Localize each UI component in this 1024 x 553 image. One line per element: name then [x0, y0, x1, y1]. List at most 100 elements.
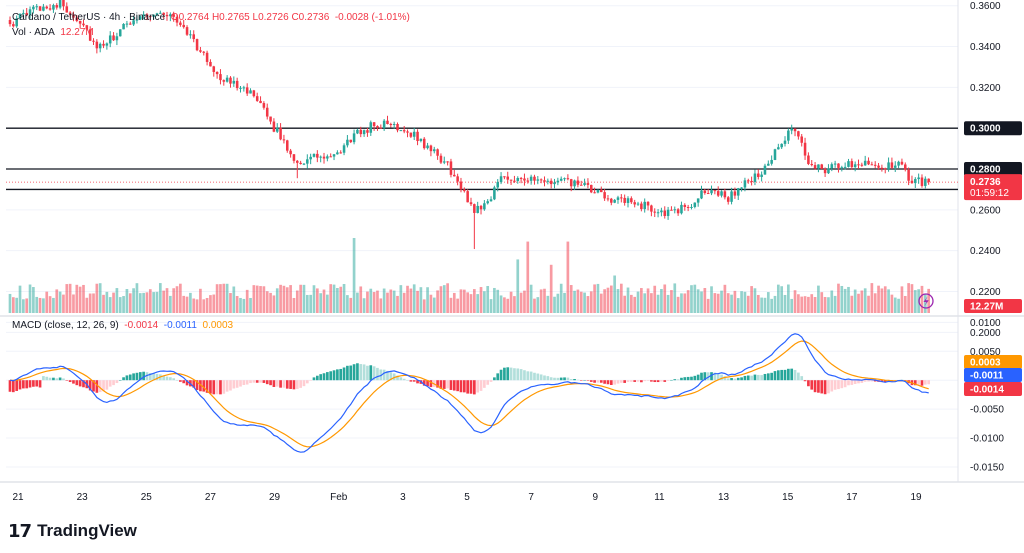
macd-histogram-bar: [225, 380, 229, 392]
time-tick-label: 29: [269, 492, 281, 503]
volume-bar: [382, 288, 386, 313]
macd-histogram-bar: [646, 380, 650, 381]
candle-body: [600, 189, 603, 193]
volume-bar: [843, 288, 847, 313]
candle-body: [593, 192, 596, 194]
volume-bar: [75, 284, 79, 313]
volume-bar: [533, 298, 536, 313]
candle-body: [486, 201, 489, 204]
macd-tick-label: 0.0100: [970, 318, 1001, 329]
macd-histogram-bar: [700, 372, 703, 381]
macd-histogram-bar: [653, 380, 657, 383]
candle-body: [880, 167, 884, 169]
volume-bar: [48, 296, 52, 313]
macd-label[interactable]: MACD (close, 12, 26, 9): [12, 320, 119, 331]
macd-histogram-bar: [392, 373, 396, 381]
macd-histogram-bar: [716, 374, 720, 381]
candle-body: [493, 187, 496, 200]
candle-body: [670, 209, 673, 211]
candle-body: [92, 40, 95, 42]
candle-body: [870, 164, 874, 166]
volume-bar: [376, 290, 379, 313]
macd-histogram-bar: [312, 377, 316, 381]
candle-body: [319, 156, 322, 158]
candle-body: [275, 127, 279, 132]
macd-histogram-bar: [446, 380, 449, 389]
macd-signal-pill: 0.0003: [970, 358, 1001, 369]
candle-body: [152, 14, 155, 17]
candle-body: [399, 130, 403, 132]
candle-body: [476, 205, 479, 213]
macd-histogram-bar: [12, 380, 15, 393]
volume-bar: [122, 296, 125, 313]
macd-histogram-bar: [302, 380, 306, 387]
candle-body: [389, 124, 393, 126]
macd-histogram-bar: [740, 377, 743, 381]
candle-body: [499, 176, 503, 183]
volume-bar: [92, 293, 95, 313]
macd-histogram-bar: [382, 369, 386, 381]
candle-body: [416, 131, 419, 142]
macd-histogram-bar: [356, 363, 359, 381]
volume-bar: [763, 297, 767, 313]
time-tick-label: 13: [718, 492, 730, 503]
macd-histogram-bar: [489, 380, 493, 382]
candle-body: [596, 189, 600, 193]
volume-label[interactable]: Vol · ADA: [12, 27, 55, 38]
candle-body: [329, 156, 332, 158]
candle-body: [663, 210, 667, 216]
macd-histogram-bar: [519, 369, 523, 381]
candle-body: [382, 120, 386, 129]
volume-bar: [362, 298, 366, 313]
macd-histogram-bar: [72, 380, 75, 384]
macd-histogram-bar: [473, 380, 476, 395]
volume-bar: [22, 299, 25, 313]
macd-histogram-bar: [108, 380, 112, 387]
candle-body: [773, 149, 777, 160]
volume-bar: [680, 293, 683, 313]
candle-body: [579, 184, 583, 186]
alert-icon[interactable]: [918, 293, 934, 309]
volume-bar: [750, 286, 753, 313]
volume-legend: Vol · ADA 12.27M: [12, 27, 94, 38]
macd-histogram-bar: [850, 380, 854, 385]
macd-histogram-bar: [25, 380, 29, 389]
candle-body: [62, 0, 65, 7]
candle-body: [620, 197, 623, 199]
macd-histogram-bar: [399, 377, 403, 381]
macd-histogram-bar: [917, 380, 920, 385]
macd-histogram-bar: [145, 372, 149, 381]
candle-body: [636, 203, 640, 205]
tradingview-logo[interactable]: 17 TradingView: [8, 520, 137, 542]
macd-histogram-bar: [913, 380, 917, 386]
macd-histogram-bar: [326, 372, 329, 381]
tradingview-logo-icon: 17: [8, 520, 32, 542]
candle-body: [473, 204, 476, 213]
macd-histogram-bar: [863, 380, 867, 382]
volume-bar: [563, 292, 566, 313]
candle-body: [533, 176, 536, 181]
support-resistance-lines: [6, 127, 958, 191]
candle-body: [299, 162, 302, 165]
candle-body: [209, 61, 212, 67]
candle-body: [506, 176, 510, 180]
macd-histogram-bar: [456, 380, 459, 392]
candle-body: [556, 180, 560, 183]
macd-histogram-bar: [269, 380, 272, 386]
symbol-title[interactable]: Cardano / TetherUS · 4h · Binance: [12, 12, 166, 23]
candle-body: [306, 159, 309, 164]
candle-body: [312, 153, 316, 157]
macd-histogram-bar: [586, 380, 590, 381]
volume-bar: [807, 296, 810, 313]
volume-bar: [359, 286, 363, 313]
candle-body: [867, 160, 870, 165]
candle-body: [566, 178, 570, 180]
candle-body: [830, 164, 834, 169]
volume-bar: [399, 285, 403, 313]
volume-bar: [810, 294, 814, 313]
volume-bar: [509, 291, 513, 313]
macd-histogram-bar: [509, 367, 513, 381]
macd-histogram-bar: [42, 376, 45, 381]
candle-body: [189, 34, 192, 36]
